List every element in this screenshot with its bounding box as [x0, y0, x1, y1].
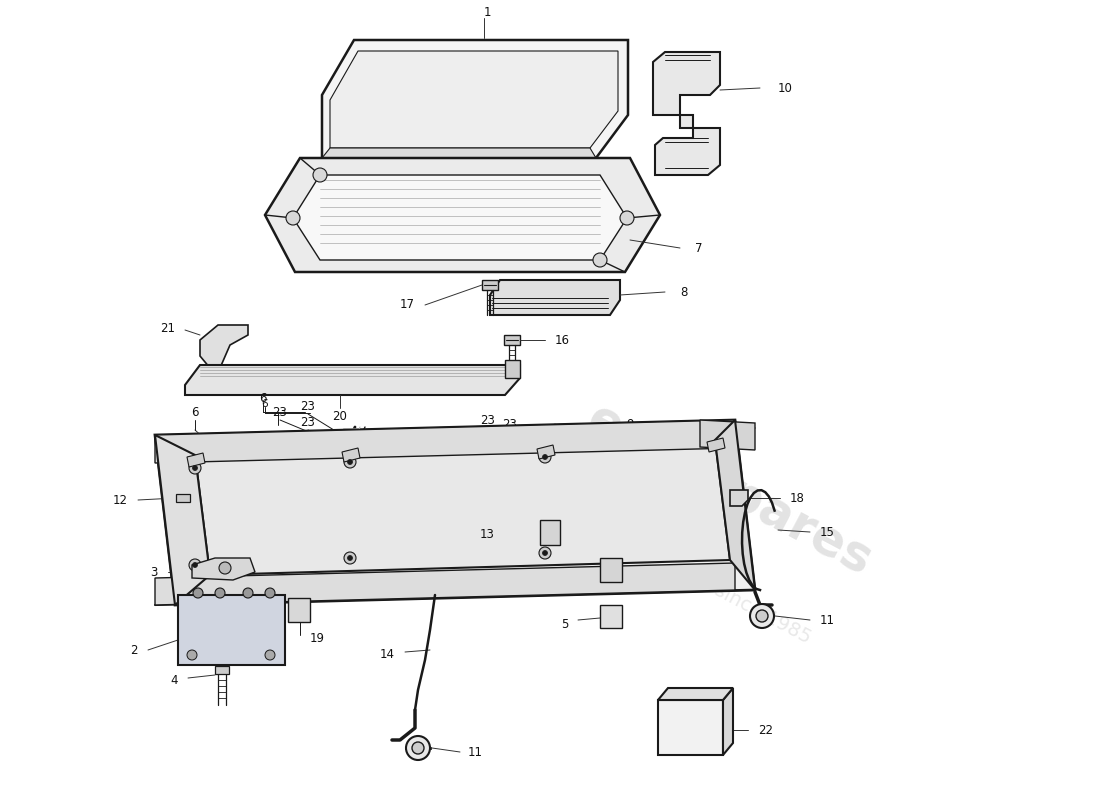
Text: 14: 14: [379, 649, 395, 662]
Polygon shape: [330, 51, 618, 148]
Text: 11: 11: [468, 746, 483, 758]
Polygon shape: [322, 40, 628, 158]
Polygon shape: [178, 595, 285, 665]
Text: 18: 18: [790, 491, 805, 505]
Circle shape: [286, 211, 300, 225]
Circle shape: [192, 466, 198, 470]
Text: 2: 2: [131, 643, 138, 657]
Circle shape: [214, 588, 225, 598]
Text: 19: 19: [310, 631, 324, 645]
Polygon shape: [214, 666, 229, 674]
Text: 17: 17: [400, 298, 415, 311]
Polygon shape: [730, 490, 748, 506]
Polygon shape: [504, 335, 520, 345]
Text: 8: 8: [680, 286, 688, 298]
Text: 16: 16: [556, 334, 570, 346]
Circle shape: [412, 742, 424, 754]
Text: 23: 23: [300, 415, 316, 429]
Text: 21: 21: [160, 322, 175, 334]
Text: 15: 15: [820, 526, 835, 538]
Polygon shape: [322, 148, 596, 158]
Polygon shape: [700, 420, 755, 450]
Circle shape: [539, 451, 551, 463]
Text: 23: 23: [481, 414, 495, 426]
Text: 6: 6: [262, 399, 268, 409]
Polygon shape: [505, 360, 520, 378]
Text: 6: 6: [191, 406, 199, 419]
Polygon shape: [653, 52, 720, 175]
Circle shape: [756, 610, 768, 622]
Text: SET: SET: [676, 729, 703, 742]
Text: 7: 7: [695, 242, 703, 254]
Polygon shape: [187, 453, 205, 467]
Circle shape: [344, 552, 356, 564]
Polygon shape: [707, 438, 725, 452]
Polygon shape: [195, 440, 730, 575]
Text: 10: 10: [778, 82, 793, 94]
Text: eurospares: eurospares: [579, 394, 881, 586]
Text: 11: 11: [820, 614, 835, 626]
Text: 4: 4: [170, 674, 178, 686]
Polygon shape: [600, 558, 621, 582]
Polygon shape: [176, 494, 190, 502]
Circle shape: [750, 604, 774, 628]
Text: 22: 22: [758, 723, 773, 737]
Polygon shape: [723, 688, 733, 755]
Circle shape: [620, 211, 634, 225]
Polygon shape: [265, 158, 660, 272]
Polygon shape: [490, 280, 620, 315]
Text: 3: 3: [151, 566, 158, 578]
Circle shape: [192, 562, 198, 567]
Polygon shape: [293, 175, 627, 260]
Polygon shape: [600, 605, 621, 628]
Circle shape: [348, 555, 352, 561]
Circle shape: [344, 456, 356, 468]
Text: 13: 13: [660, 566, 675, 578]
Circle shape: [243, 588, 253, 598]
Circle shape: [593, 253, 607, 267]
Text: 23: 23: [300, 399, 316, 413]
Text: 5: 5: [561, 618, 568, 631]
Polygon shape: [155, 420, 735, 463]
Polygon shape: [482, 280, 498, 290]
Circle shape: [348, 459, 352, 465]
Text: 13: 13: [480, 529, 495, 542]
Circle shape: [265, 588, 275, 598]
Circle shape: [539, 547, 551, 559]
Circle shape: [542, 454, 548, 459]
Text: 23: 23: [503, 418, 517, 431]
Polygon shape: [342, 448, 360, 462]
Text: 1: 1: [483, 6, 491, 18]
Polygon shape: [155, 563, 735, 605]
Polygon shape: [537, 445, 556, 459]
Circle shape: [314, 168, 327, 182]
Polygon shape: [540, 520, 560, 545]
Circle shape: [189, 559, 201, 571]
Circle shape: [406, 736, 430, 760]
Circle shape: [192, 588, 204, 598]
Text: 23: 23: [273, 406, 287, 419]
Polygon shape: [200, 325, 248, 368]
Text: a passion for parts since 1985: a passion for parts since 1985: [546, 492, 815, 648]
Text: 6: 6: [260, 391, 266, 405]
Text: 12: 12: [113, 494, 128, 506]
Text: 9: 9: [626, 418, 634, 430]
Circle shape: [189, 462, 201, 474]
Circle shape: [187, 650, 197, 660]
Polygon shape: [715, 420, 755, 590]
Polygon shape: [658, 688, 733, 700]
Polygon shape: [155, 420, 755, 605]
Text: 20: 20: [332, 410, 348, 422]
Text: 9: 9: [669, 426, 675, 438]
Polygon shape: [288, 598, 310, 622]
Polygon shape: [658, 700, 723, 755]
Polygon shape: [185, 365, 520, 395]
Polygon shape: [155, 435, 210, 605]
Circle shape: [219, 562, 231, 574]
Polygon shape: [192, 558, 255, 580]
Circle shape: [265, 650, 275, 660]
Circle shape: [542, 550, 548, 555]
